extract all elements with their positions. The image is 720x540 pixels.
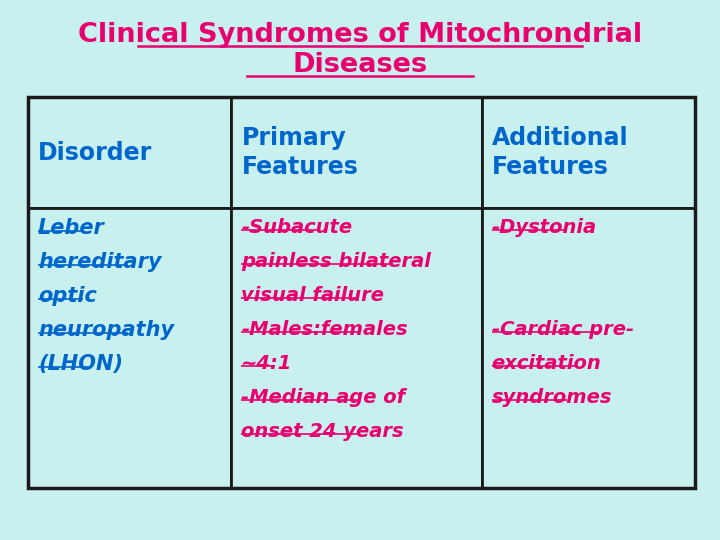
Text: optic: optic <box>38 286 97 306</box>
Text: painless bilateral: painless bilateral <box>241 252 431 272</box>
Text: -Cardiac pre-: -Cardiac pre- <box>492 320 634 340</box>
Text: Clinical Syndromes of Mitochrondrial: Clinical Syndromes of Mitochrondrial <box>78 22 642 48</box>
Bar <box>28 97 695 488</box>
Text: Leber: Leber <box>38 219 104 239</box>
Text: ~4:1: ~4:1 <box>241 354 293 374</box>
Text: syndromes: syndromes <box>492 388 612 408</box>
Text: (LHON): (LHON) <box>38 354 123 374</box>
Text: excitation: excitation <box>492 354 601 374</box>
Text: -Dystonia: -Dystonia <box>492 219 597 238</box>
Text: Diseases: Diseases <box>292 52 428 78</box>
Text: -Median age of: -Median age of <box>241 388 405 408</box>
Text: Disorder: Disorder <box>38 141 152 165</box>
Bar <box>231 208 482 488</box>
Bar <box>482 208 695 488</box>
Bar <box>28 97 231 208</box>
Bar <box>28 208 231 488</box>
Text: hereditary: hereditary <box>38 252 161 273</box>
Bar <box>482 97 695 208</box>
Text: neuropathy: neuropathy <box>38 320 174 340</box>
Text: Additional
Features: Additional Features <box>492 126 628 179</box>
Text: visual failure: visual failure <box>241 286 384 306</box>
Text: onset 24 years: onset 24 years <box>241 422 404 441</box>
Text: Primary
Features: Primary Features <box>241 126 359 179</box>
Text: -Males:females: -Males:females <box>241 320 408 340</box>
Text: -Subacute: -Subacute <box>241 219 353 238</box>
Bar <box>231 97 482 208</box>
